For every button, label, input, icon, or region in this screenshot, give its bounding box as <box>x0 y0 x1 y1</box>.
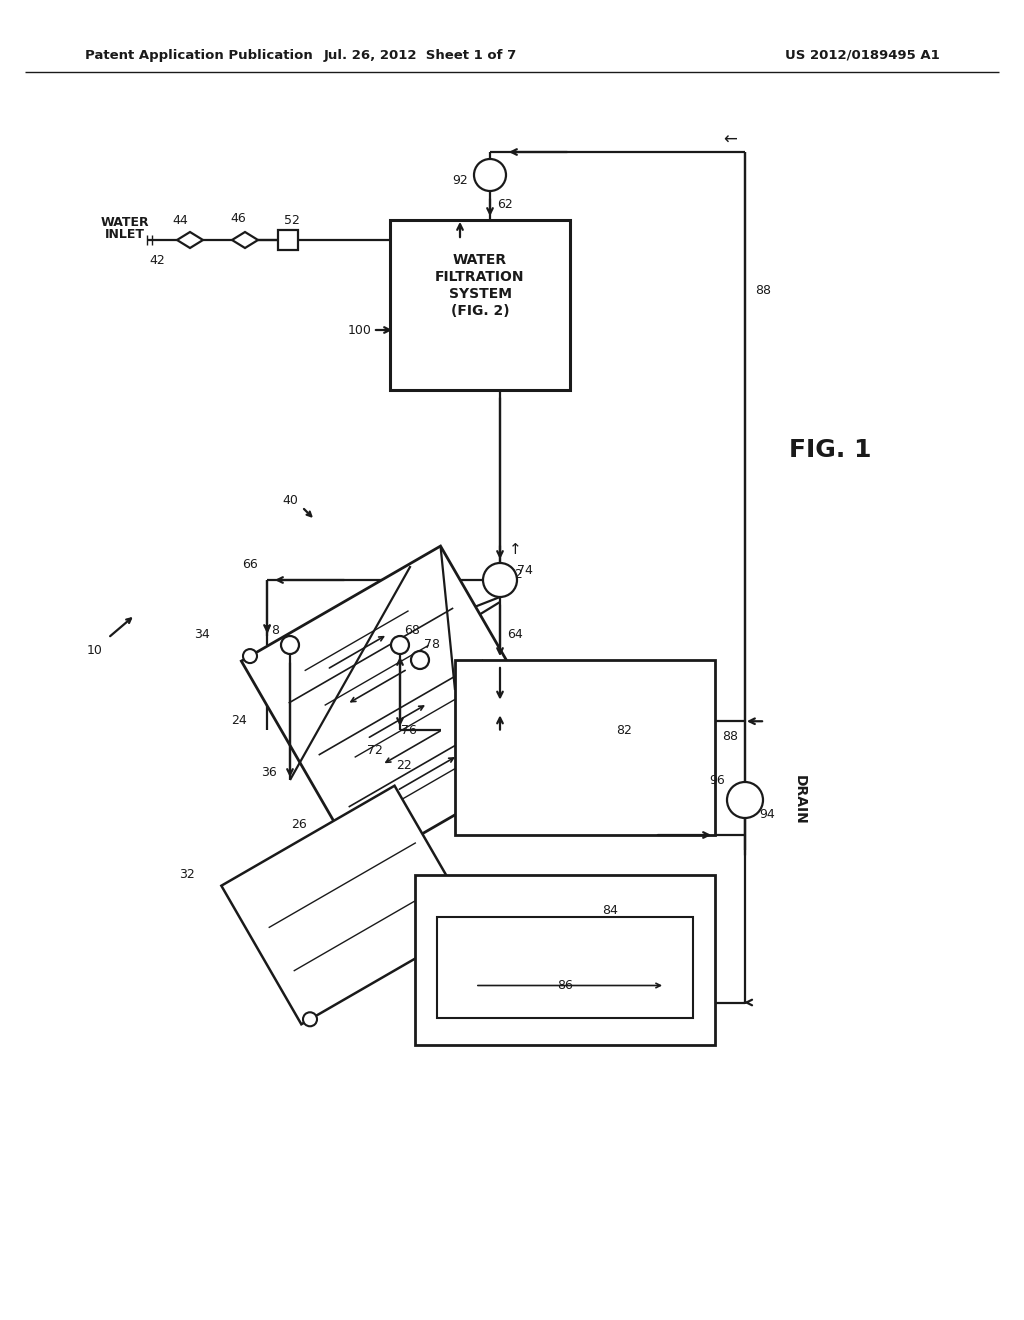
Text: WATER: WATER <box>100 215 150 228</box>
Text: 26: 26 <box>291 818 307 832</box>
Text: 66: 66 <box>242 558 258 572</box>
Polygon shape <box>232 232 258 248</box>
Polygon shape <box>177 232 203 248</box>
Text: 94: 94 <box>759 808 775 821</box>
Text: 82: 82 <box>616 723 632 737</box>
Text: 10: 10 <box>87 644 103 656</box>
Text: US 2012/0189495 A1: US 2012/0189495 A1 <box>785 49 940 62</box>
Text: (FIG. 2): (FIG. 2) <box>451 304 509 318</box>
Text: INLET: INLET <box>105 227 145 240</box>
Text: DRAIN: DRAIN <box>793 775 807 825</box>
Text: 64: 64 <box>507 628 523 642</box>
Text: 88: 88 <box>722 730 738 743</box>
Text: 78: 78 <box>424 639 440 652</box>
Text: ↑: ↑ <box>509 543 521 557</box>
Text: Patent Application Publication: Patent Application Publication <box>85 49 312 62</box>
Text: FILTRATION: FILTRATION <box>435 271 524 284</box>
Text: Jul. 26, 2012  Sheet 1 of 7: Jul. 26, 2012 Sheet 1 of 7 <box>324 49 517 62</box>
Text: 62: 62 <box>497 198 513 211</box>
Polygon shape <box>242 546 560 869</box>
Text: 100: 100 <box>348 323 372 337</box>
Text: 92: 92 <box>453 173 468 186</box>
Bar <box>437 917 693 1018</box>
Text: 42: 42 <box>150 253 165 267</box>
Text: 24: 24 <box>231 714 247 727</box>
Circle shape <box>483 564 517 597</box>
Circle shape <box>303 1012 317 1026</box>
Circle shape <box>243 649 257 663</box>
Circle shape <box>411 651 429 669</box>
Text: 88: 88 <box>755 284 771 297</box>
Text: 84: 84 <box>602 903 617 916</box>
Bar <box>278 230 298 249</box>
Text: 36: 36 <box>261 766 276 779</box>
Polygon shape <box>221 785 474 1024</box>
Text: P: P <box>485 168 496 182</box>
Text: WATER: WATER <box>453 253 507 267</box>
Text: 74: 74 <box>517 564 532 577</box>
Text: SYSTEM: SYSTEM <box>449 286 512 301</box>
Text: 32: 32 <box>179 869 195 880</box>
Text: 68: 68 <box>404 623 420 636</box>
Bar <box>390 220 570 389</box>
Text: 44: 44 <box>172 214 187 227</box>
Bar <box>455 660 715 836</box>
Text: 40: 40 <box>282 494 298 507</box>
Text: 52: 52 <box>284 214 300 227</box>
Text: 22: 22 <box>396 759 412 772</box>
Text: 78: 78 <box>264 623 280 636</box>
Text: 72: 72 <box>367 744 382 758</box>
Text: ←: ← <box>723 131 737 149</box>
Text: 86: 86 <box>557 979 573 993</box>
Circle shape <box>281 636 299 653</box>
Text: FIG. 1: FIG. 1 <box>788 438 871 462</box>
Circle shape <box>727 781 763 818</box>
Text: 96: 96 <box>710 774 725 787</box>
Circle shape <box>391 636 409 653</box>
Text: 62: 62 <box>507 569 523 582</box>
Circle shape <box>474 158 506 191</box>
Text: 76: 76 <box>401 725 417 738</box>
Text: 46: 46 <box>230 211 246 224</box>
Text: V: V <box>495 573 506 587</box>
Text: 34: 34 <box>195 628 210 640</box>
Text: V: V <box>739 793 751 807</box>
Bar <box>415 875 715 1045</box>
